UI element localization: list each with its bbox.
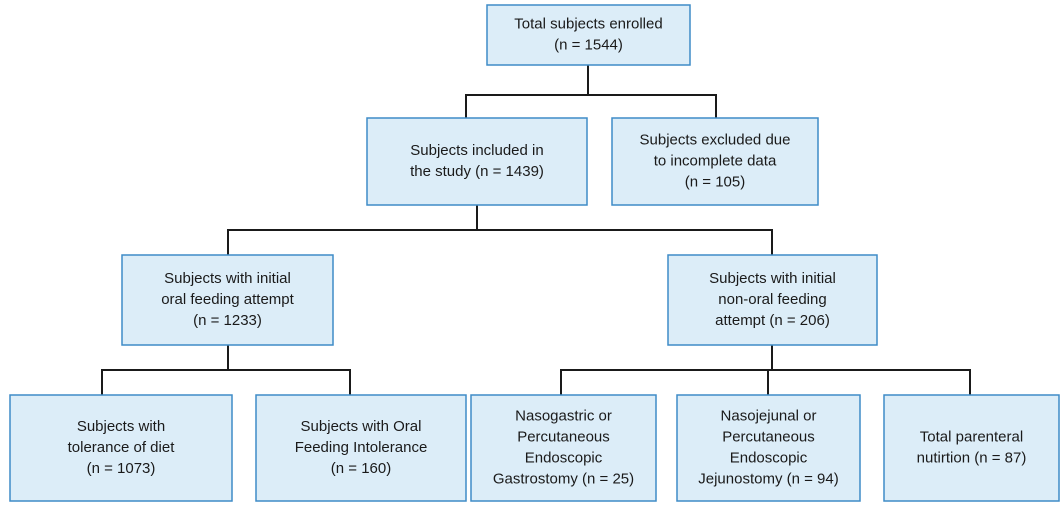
node-label: Total parenteral — [920, 428, 1023, 445]
connector — [560, 345, 971, 395]
node-label: Gastrostomy (n = 25) — [493, 470, 634, 487]
node: Subjects with Oral Feeding Intolerance (n … — [255, 394, 467, 502]
node: Nasogastric or Percutaneous Endoscopic Gast… — [470, 394, 657, 502]
node-label: Percutaneous — [517, 428, 610, 445]
node-label: nutirtion (n = 87) — [917, 449, 1027, 466]
node-box — [366, 117, 588, 206]
node: Subjects excluded due to incomplete data (… — [611, 117, 819, 206]
node-label: Total subjects enrolled — [514, 15, 662, 32]
node-label: the study (n = 1439) — [410, 163, 544, 180]
node-box — [9, 394, 233, 502]
node-box — [121, 254, 334, 346]
node-box — [667, 254, 878, 346]
node-label: (n = 160) — [331, 460, 391, 477]
node-label: (n = 1073) — [87, 460, 156, 477]
node-label: Subjects with — [77, 418, 165, 435]
node-label: Nasojejunal or — [721, 407, 817, 424]
node-label: Subjects excluded due — [640, 131, 791, 148]
node-label: Subjects with Oral — [301, 418, 422, 435]
node-box — [883, 394, 1060, 502]
node: Subjects with initial oral feeding attemp… — [121, 254, 334, 346]
node-label: oral feeding attempt — [161, 291, 294, 308]
node: Total subjects enrolled (n = 1544) — [486, 4, 691, 66]
connectors — [101, 65, 971, 395]
node-label: Subjects with initial — [709, 270, 836, 287]
node-label: Nasogastric or — [515, 407, 612, 424]
node-label: (n = 1544) — [554, 36, 623, 53]
connector — [227, 205, 773, 255]
node-label: Jejunostomy (n = 94) — [698, 470, 839, 487]
connector — [465, 65, 717, 118]
node-label: attempt (n = 206) — [715, 312, 830, 329]
node-label: Endoscopic — [730, 449, 808, 466]
node-label: Endoscopic — [525, 449, 603, 466]
node-label: Feeding Intolerance — [295, 439, 428, 456]
node-box — [676, 394, 861, 502]
node: Subjects with initial non-oral feeding att… — [667, 254, 878, 346]
node-box — [486, 4, 691, 66]
node-box — [611, 117, 819, 206]
node-label: Subjects included in — [410, 142, 543, 159]
node: Nasojejunal or Percutaneous Endoscopic Jeju… — [676, 394, 861, 502]
node-box — [470, 394, 657, 502]
node-label: Subjects with initial — [164, 270, 291, 287]
node-label: non-oral feeding — [718, 291, 826, 308]
node: Subjects included in the study (n = 1439) — [366, 117, 588, 206]
node-label: (n = 105) — [685, 173, 745, 190]
connector — [101, 345, 351, 395]
node-label: tolerance of diet — [68, 439, 176, 456]
node: Subjects with tolerance of diet (n = 1073) — [9, 394, 233, 502]
node-label: Percutaneous — [722, 428, 815, 445]
node-label: to incomplete data — [654, 152, 777, 169]
node: Total parenteral nutirtion (n = 87) — [883, 394, 1060, 502]
node-box — [255, 394, 467, 502]
node-label: (n = 1233) — [193, 312, 262, 329]
